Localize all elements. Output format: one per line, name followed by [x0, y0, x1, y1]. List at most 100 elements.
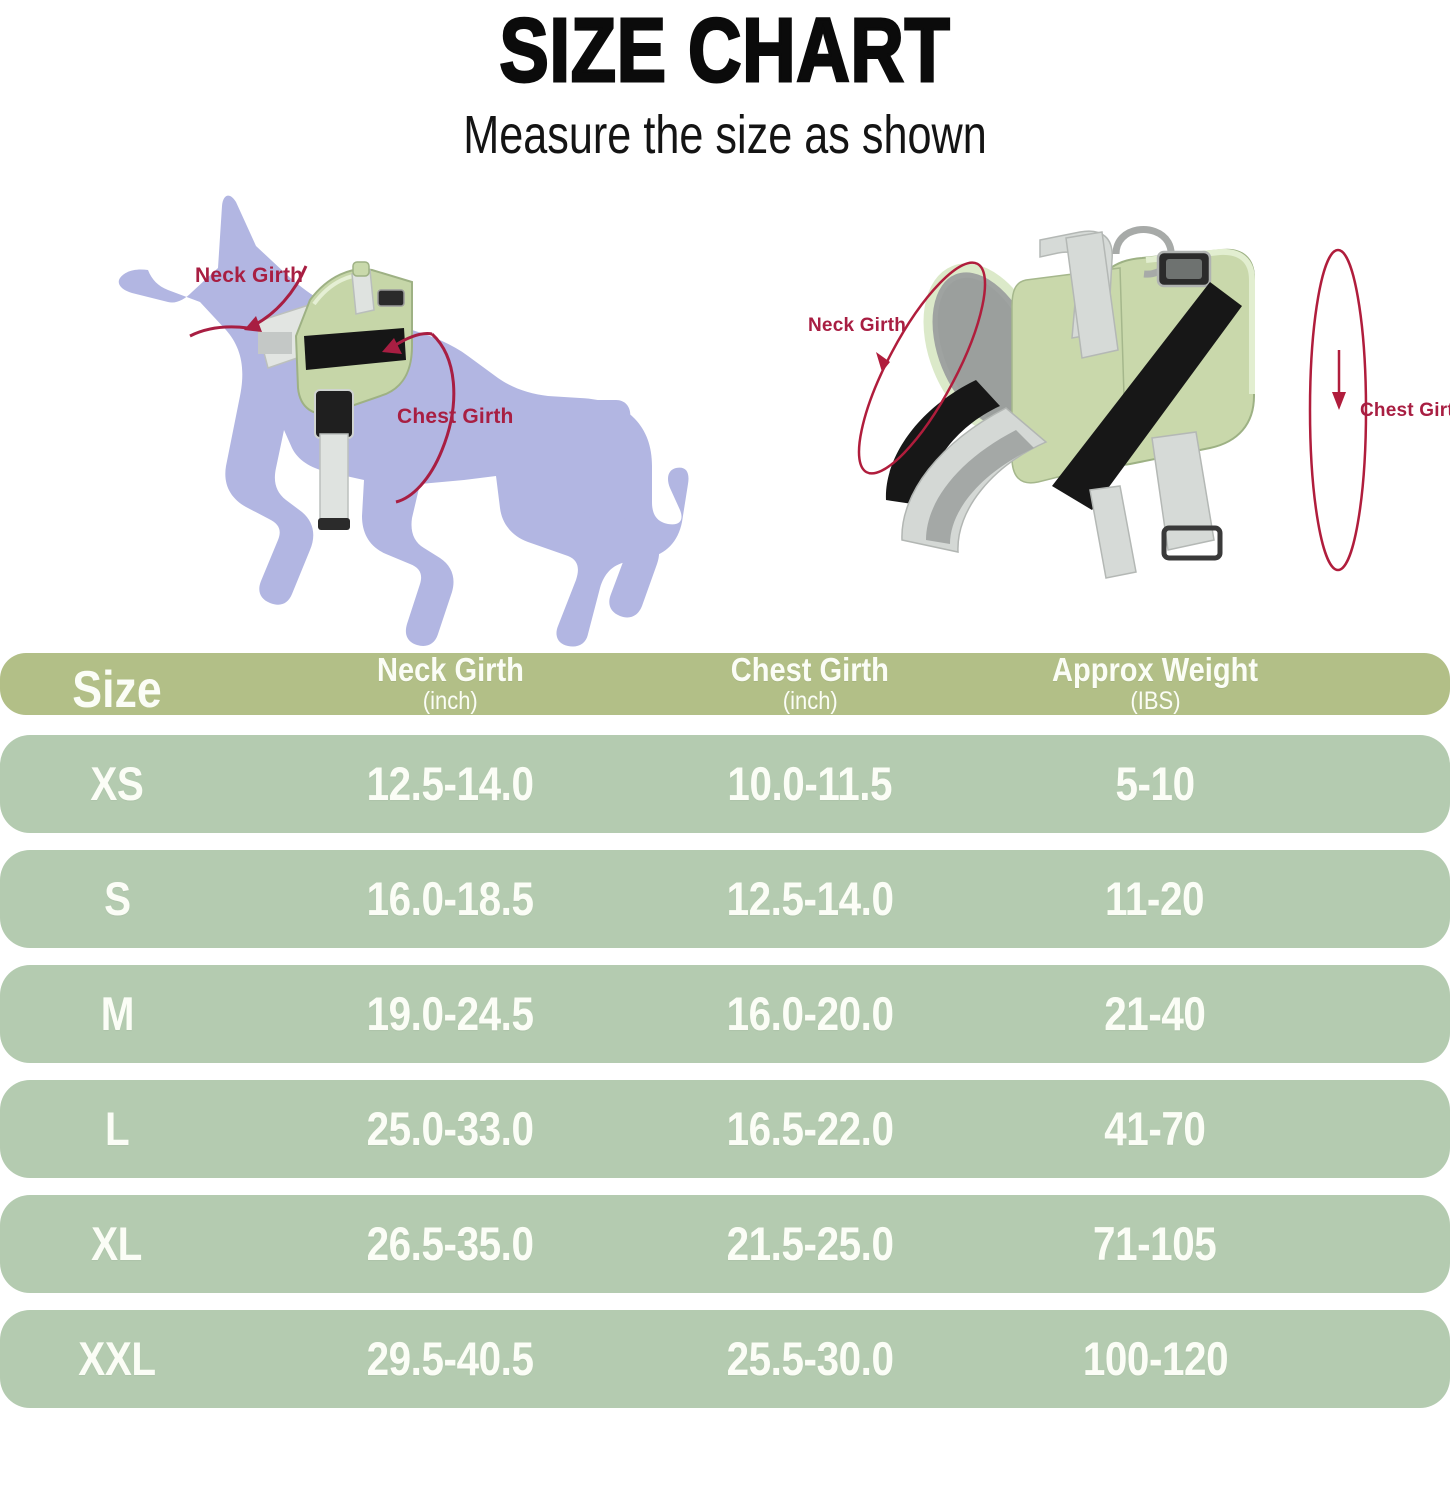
header-cell-chest: Chest Girth (inch) — [690, 653, 930, 716]
cell-chest: 12.5-14.0 — [690, 850, 930, 948]
dog-hind-leg — [576, 400, 660, 618]
harness-velcro-strip — [304, 328, 406, 370]
size-chart-table: Size Neck Girth (inch) Chest Girth (inch… — [0, 653, 1450, 1425]
cell-neck: 16.0-18.5 — [330, 850, 570, 948]
harness-brand-tag-inner — [1166, 259, 1202, 279]
harness-handle-top — [352, 261, 370, 277]
dog-silhouette-shape — [118, 195, 689, 647]
illustrations-area: Neck Girth Chest Girth — [0, 150, 1450, 650]
cell-chest: 21.5-25.0 — [690, 1195, 930, 1293]
value-neck: 16.0-18.5 — [366, 872, 534, 925]
chest-girth-arrowhead — [1332, 392, 1346, 410]
value-neck: 29.5-40.5 — [366, 1332, 534, 1385]
value-size: S — [103, 872, 131, 925]
value-size: M — [100, 987, 134, 1040]
page-title: SIZE CHART — [498, 1, 951, 101]
header-label-neck: Neck Girth — [376, 651, 524, 688]
table-header-row: Size Neck Girth (inch) Chest Girth (inch… — [0, 651, 1450, 719]
header-unit-neck: (inch) — [422, 687, 478, 715]
value-neck: 19.0-24.5 — [366, 987, 534, 1040]
value-neck: 25.0-33.0 — [366, 1102, 534, 1155]
harness-strap-end — [318, 518, 350, 530]
value-neck: 12.5-14.0 — [366, 757, 534, 810]
harness-neck-pad-black — [885, 380, 1000, 506]
product-neck-girth-label: Neck Girth — [808, 315, 907, 336]
harness-metal-tag — [377, 289, 405, 307]
dog-diagram: Neck Girth Chest Girth — [60, 150, 700, 650]
harness-strap-tail — [1089, 485, 1137, 579]
value-size: XS — [90, 757, 144, 810]
harness-lower-strap — [1151, 431, 1215, 551]
cell-weight: 11-20 — [1030, 850, 1280, 948]
cell-chest: 25.5-30.0 — [690, 1310, 930, 1408]
dog-chest-girth-label: Chest Girth — [397, 405, 514, 428]
harness-product-svg — [857, 226, 1368, 579]
chest-girth-arrow — [395, 332, 456, 504]
table-row: M 19.0-24.5 16.0-20.0 21-40 — [0, 965, 1450, 1063]
cell-size: XS — [22, 735, 212, 833]
cell-size: XL — [22, 1195, 212, 1293]
dog-neck-girth-label: Neck Girth — [195, 264, 304, 287]
dog-silhouette-svg — [118, 195, 689, 647]
value-chest: 16.5-22.0 — [726, 1102, 894, 1155]
table-row: XS 12.5-14.0 10.0-11.5 5-10 — [0, 735, 1450, 833]
header-unit-weight: (IBS) — [1129, 687, 1181, 715]
cell-weight: 5-10 — [1030, 735, 1280, 833]
value-weight: 5-10 — [1115, 757, 1195, 810]
value-neck: 26.5-35.0 — [366, 1217, 534, 1270]
cell-neck: 29.5-40.5 — [330, 1310, 570, 1408]
value-chest: 25.5-30.0 — [726, 1332, 894, 1385]
harness-right-panel-rim — [1145, 248, 1255, 394]
neck-girth-arrowhead — [244, 316, 262, 332]
value-weight: 100-120 — [1082, 1332, 1228, 1385]
value-size: XL — [91, 1217, 143, 1270]
cell-neck: 26.5-35.0 — [330, 1195, 570, 1293]
cell-weight: 100-120 — [1030, 1310, 1280, 1408]
harness-reflective-band — [926, 430, 1034, 544]
table-row: XXL 29.5-40.5 25.5-30.0 100-120 — [0, 1310, 1450, 1408]
value-weight: 11-20 — [1105, 872, 1205, 925]
cell-size: L — [22, 1080, 212, 1178]
value-weight: 21-40 — [1104, 987, 1206, 1040]
value-chest: 12.5-14.0 — [726, 872, 894, 925]
cell-size: M — [22, 965, 212, 1063]
harness-belly-strap — [319, 433, 349, 527]
header-unit-chest: (inch) — [782, 687, 838, 715]
neck-girth-ellipse — [857, 261, 987, 475]
harness-neck-reflective — [258, 332, 292, 354]
chest-girth-ellipse — [1308, 248, 1368, 572]
value-size: XXL — [78, 1332, 156, 1385]
chest-girth-arrowhead — [382, 338, 402, 354]
header-label-size: Size — [72, 661, 162, 719]
cell-chest: 16.5-22.0 — [690, 1080, 930, 1178]
table-row: S 16.0-18.5 12.5-14.0 11-20 — [0, 850, 1450, 948]
header-label-weight: Approx Weight — [1052, 651, 1258, 688]
cell-size: XXL — [22, 1310, 212, 1408]
harness-vertical-strap — [1065, 231, 1119, 359]
cell-chest: 16.0-20.0 — [690, 965, 930, 1063]
header-cell-size: Size — [22, 653, 212, 719]
product-photo: Neck Girth Chest Girth — [790, 210, 1450, 610]
page-header: SIZE CHART Measure the size as shown — [0, 0, 1450, 180]
harness-mesh-pad-inner — [937, 277, 1035, 423]
cell-neck: 25.0-33.0 — [330, 1080, 570, 1178]
cell-size: S — [22, 850, 212, 948]
header-cell-neck: Neck Girth (inch) — [330, 651, 570, 716]
value-weight: 71-105 — [1093, 1217, 1217, 1270]
harness-slider-buckle — [1161, 525, 1223, 561]
table-row: L 25.0-33.0 16.5-22.0 41-70 — [0, 1080, 1450, 1178]
harness-velcro-diagonal — [1052, 282, 1242, 510]
cell-weight: 41-70 — [1030, 1080, 1280, 1178]
value-chest: 10.0-11.5 — [727, 757, 893, 810]
value-chest: 21.5-25.0 — [726, 1217, 894, 1270]
chest-girth-tail — [393, 332, 433, 348]
value-weight: 41-70 — [1104, 1102, 1206, 1155]
page-subtitle: Measure the size as shown — [463, 105, 987, 165]
value-chest: 16.0-20.0 — [726, 987, 894, 1040]
cell-weight: 71-105 — [1030, 1195, 1280, 1293]
cell-chest: 10.0-11.5 — [690, 735, 930, 833]
value-size: L — [104, 1102, 130, 1155]
header-cell-weight: Approx Weight (IBS) — [1030, 651, 1280, 716]
table-row: XL 26.5-35.0 21.5-25.0 71-105 — [0, 1195, 1450, 1293]
harness-buckle — [314, 389, 354, 439]
